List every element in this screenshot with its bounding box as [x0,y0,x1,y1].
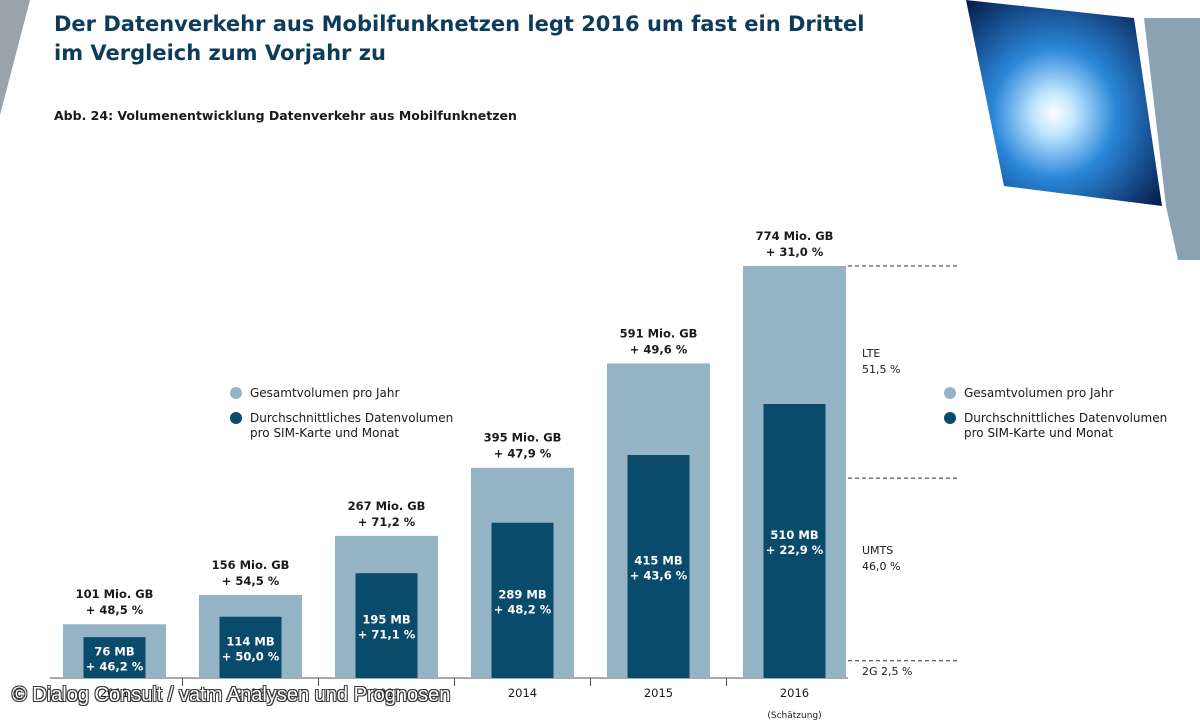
tick-label-2014: 2014 [508,686,537,700]
tick-label-2012: 2012 [236,686,265,700]
legend-label-avg-1: Durchschnittliches Datenvolumen [250,411,454,425]
legend-item-total-right: Gesamtvolumen pro Jahr [944,386,1184,401]
legend-swatch-total [230,387,242,399]
legend-item-avg: Durchschnittliches Datenvolumen pro SIM-… [230,411,470,441]
share-label-2g: 2G 2,5 % [862,665,912,678]
label-avg-2012: 114 MB [226,634,274,648]
label-total-growth-2013: + 71,2 % [358,515,416,529]
bar-avg-2012 [219,616,282,678]
legend-label-avg-right-2: pro SIM-Karte und Monat [964,426,1114,440]
label-avg-growth-2014: + 48,2 % [494,602,552,616]
legend-label-total-right: Gesamtvolumen pro Jahr [964,386,1114,400]
bar-avg-2013 [355,573,418,678]
label-avg-2016: 510 MB [770,528,818,542]
legend-swatch-avg-right [944,412,956,424]
share-value-umts: 46,0 % [862,560,900,573]
watermark: © Dialog Consult / vatm Analysen und Pro… [12,684,451,706]
label-total-2016: 774 Mio. GB [756,229,834,243]
label-avg-growth-2015: + 43,6 % [630,569,688,583]
label-total-growth-2012: + 54,5 % [222,574,280,588]
label-total-growth-2016: + 31,0 % [766,245,824,259]
title-line-1: Der Datenverkehr aus Mobilfunknetzen leg… [54,12,865,36]
label-total-growth-2014: + 47,9 % [494,447,552,461]
legend-item-avg-right: Durchschnittliches Datenvolumen pro SIM-… [944,411,1184,441]
label-total-2011: 101 Mio. GB [76,587,154,601]
label-avg-growth-2016: + 22,9 % [766,543,824,557]
bar-avg-2015 [627,455,690,678]
label-avg-growth-2012: + 50,0 % [222,649,280,663]
bar-avg-2016 [763,404,826,678]
label-avg-growth-2013: + 71,1 % [358,628,416,642]
tick-note-2016: (Schätzung) [767,711,821,720]
legend-label-avg-2: pro SIM-Karte und Monat [250,426,400,440]
legend-item-total: Gesamtvolumen pro Jahr [230,386,470,401]
title-line-2: im Vergleich zum Vorjahr zu [54,41,386,65]
legend-swatch-avg [230,412,242,424]
label-avg-2013: 195 MB [362,613,410,627]
label-total-2012: 156 Mio. GB [212,558,290,572]
share-label-umts: UMTS [862,544,893,557]
share-value-lte: 51,5 % [862,363,900,376]
label-avg-2015: 415 MB [634,554,682,568]
page-title: Der Datenverkehr aus Mobilfunknetzen leg… [54,10,934,68]
legend-left: Gesamtvolumen pro Jahr Durchschnittliche… [230,386,470,451]
label-avg-2014: 289 MB [498,587,546,601]
label-avg-growth-2011: + 46,2 % [86,660,144,674]
label-total-growth-2015: + 49,6 % [630,342,688,356]
label-total-2014: 395 Mio. GB [484,431,562,445]
label-total-2015: 591 Mio. GB [620,326,698,340]
decorative-corner-shape [0,0,30,115]
legend-right: Gesamtvolumen pro Jahr Durchschnittliche… [944,386,1184,451]
hero-tunnel-image [966,0,1200,260]
bar-avg-2011 [83,637,146,678]
tick-label-2011: 2011 [100,686,129,700]
tick-label-2015: 2015 [644,686,673,700]
tick-label-2013: 2013 [372,686,401,700]
legend-label-total: Gesamtvolumen pro Jahr [250,386,400,400]
share-label-lte: LTE [862,347,880,360]
legend-label-avg-right-1: Durchschnittliches Datenvolumen [964,411,1168,425]
label-avg-2011: 76 MB [94,645,134,659]
legend-swatch-total-right [944,387,956,399]
figure-caption: Abb. 24: Volumenentwicklung Datenverkehr… [54,108,517,123]
tick-label-2016: 2016 [780,686,809,700]
label-total-2013: 267 Mio. GB [348,499,426,513]
label-total-growth-2011: + 48,5 % [86,603,144,617]
bar-avg-2014 [491,522,554,678]
